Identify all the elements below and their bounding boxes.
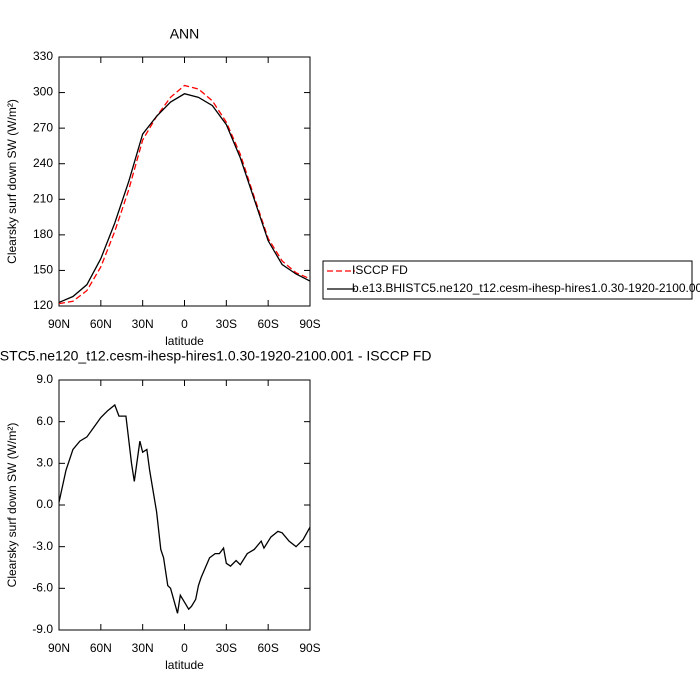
x-tick-label: 90N <box>48 317 70 331</box>
x-axis-label: latitude <box>165 658 204 672</box>
y-tick-label: 6.0 <box>36 414 53 428</box>
data-line <box>58 93 311 304</box>
y-tick-label: 120 <box>33 298 53 312</box>
y-tick-label: 210 <box>33 191 53 205</box>
x-tick-label: 90S <box>299 641 320 655</box>
chart-title: ANN <box>170 26 200 42</box>
y-tick-label: 9.0 <box>36 372 53 386</box>
y-tick-label: 0.0 <box>36 497 53 511</box>
data-line <box>58 84 311 305</box>
x-tick-label: 30S <box>216 641 237 655</box>
legend-box <box>322 260 693 300</box>
y-tick-label: 180 <box>33 227 53 241</box>
x-axis-label: latitude <box>165 334 204 348</box>
x-tick-label: 60S <box>257 317 278 331</box>
x-tick-label: 30S <box>216 317 237 331</box>
y-tick-label: 150 <box>33 263 53 277</box>
legend-label: ISCCP FD <box>352 263 408 277</box>
plot-frame <box>58 379 311 631</box>
y-tick-label: -6.0 <box>32 581 53 595</box>
x-tick-label: 60N <box>90 317 112 331</box>
y-tick-label: -3.0 <box>32 539 53 553</box>
y-axis-label: Clearsky surf down SW (W/m²) <box>5 99 19 264</box>
data-line <box>58 403 311 614</box>
x-tick-label: 30N <box>132 641 154 655</box>
y-tick-label: 3.0 <box>36 456 53 470</box>
y-tick-label: 330 <box>33 49 53 63</box>
y-tick-label: 270 <box>33 120 53 134</box>
x-tick-label: 90N <box>48 641 70 655</box>
y-tick-label: -9.0 <box>32 622 53 636</box>
legend-label: b.e13.BHISTC5.ne120_t12.cesm-ihesp-hires… <box>352 281 700 295</box>
chart-title: b.e13.BHISTC5.ne120_t12.cesm-ihesp-hires… <box>0 348 431 364</box>
x-tick-label: 60S <box>257 641 278 655</box>
y-tick-label: 240 <box>33 156 53 170</box>
y-tick-label: 300 <box>33 85 53 99</box>
x-tick-label: 0 <box>181 641 188 655</box>
x-tick-label: 0 <box>181 317 188 331</box>
y-axis-label: Clearsky surf down SW (W/m²) <box>5 423 19 588</box>
x-tick-label: 60N <box>90 641 112 655</box>
x-tick-label: 90S <box>299 317 320 331</box>
x-tick-label: 30N <box>132 317 154 331</box>
